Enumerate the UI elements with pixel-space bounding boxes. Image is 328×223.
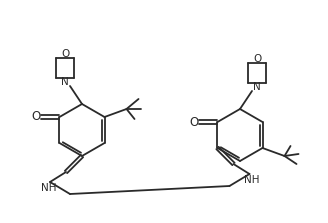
Text: N: N — [253, 82, 261, 92]
Text: N: N — [61, 77, 69, 87]
Text: O: O — [32, 111, 41, 124]
Text: O: O — [61, 49, 69, 59]
Text: NH: NH — [41, 183, 57, 193]
Text: O: O — [190, 116, 199, 128]
Text: NH: NH — [244, 175, 259, 185]
Text: O: O — [253, 54, 261, 64]
